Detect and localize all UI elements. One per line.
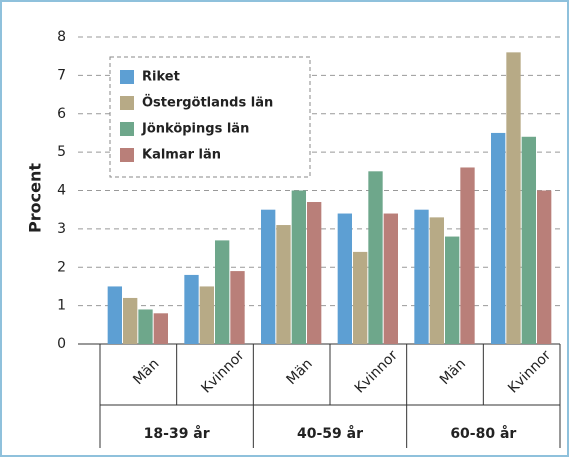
legend-label: Östergötlands län [142, 95, 273, 111]
y-tick-label: 6 [57, 106, 66, 122]
bar [506, 52, 521, 344]
y-tick-label: 7 [57, 67, 66, 83]
bar [153, 313, 168, 344]
y-axis-label: Procent [26, 163, 45, 233]
bar [199, 286, 214, 344]
group-label: 60-80 år [450, 425, 516, 442]
bar [230, 271, 245, 344]
legend-swatch [120, 122, 134, 136]
legend-label: Kalmar län [142, 148, 221, 163]
bar [491, 132, 506, 344]
bar [276, 225, 291, 344]
legend-swatch [120, 148, 134, 162]
group-label: 40-59 år [297, 425, 363, 442]
bar [307, 202, 322, 344]
bar [521, 136, 536, 344]
bar [107, 286, 122, 344]
bar [337, 213, 352, 344]
y-tick-label: 2 [57, 259, 66, 275]
bar [537, 190, 552, 344]
legend-label: Jönköpings län [141, 122, 249, 137]
bar [383, 213, 398, 344]
legend-box [109, 56, 311, 178]
bar [184, 274, 199, 344]
bar [123, 297, 138, 344]
legend: Riket Östergötlands län Jönköpings län Kalm… [109, 56, 311, 178]
bar [368, 171, 383, 344]
bar [429, 217, 444, 344]
y-tick-label: 0 [57, 336, 66, 352]
legend-swatch [120, 96, 134, 110]
legend-swatch [120, 70, 134, 84]
y-tick-label: 5 [57, 144, 66, 160]
y-tick-label: 3 [57, 221, 66, 237]
bar [353, 251, 368, 344]
bar [445, 236, 460, 344]
y-tick-label: 8 [57, 29, 66, 45]
bar [261, 209, 276, 344]
bar [414, 209, 429, 344]
legend-label: Riket [142, 70, 180, 85]
y-tick-label: 1 [57, 298, 66, 314]
group-label: 18-39 år [144, 425, 210, 442]
y-tick-label: 4 [57, 183, 66, 199]
bar [460, 167, 475, 344]
bar [138, 309, 153, 344]
bar [291, 190, 306, 344]
bar [215, 240, 230, 344]
